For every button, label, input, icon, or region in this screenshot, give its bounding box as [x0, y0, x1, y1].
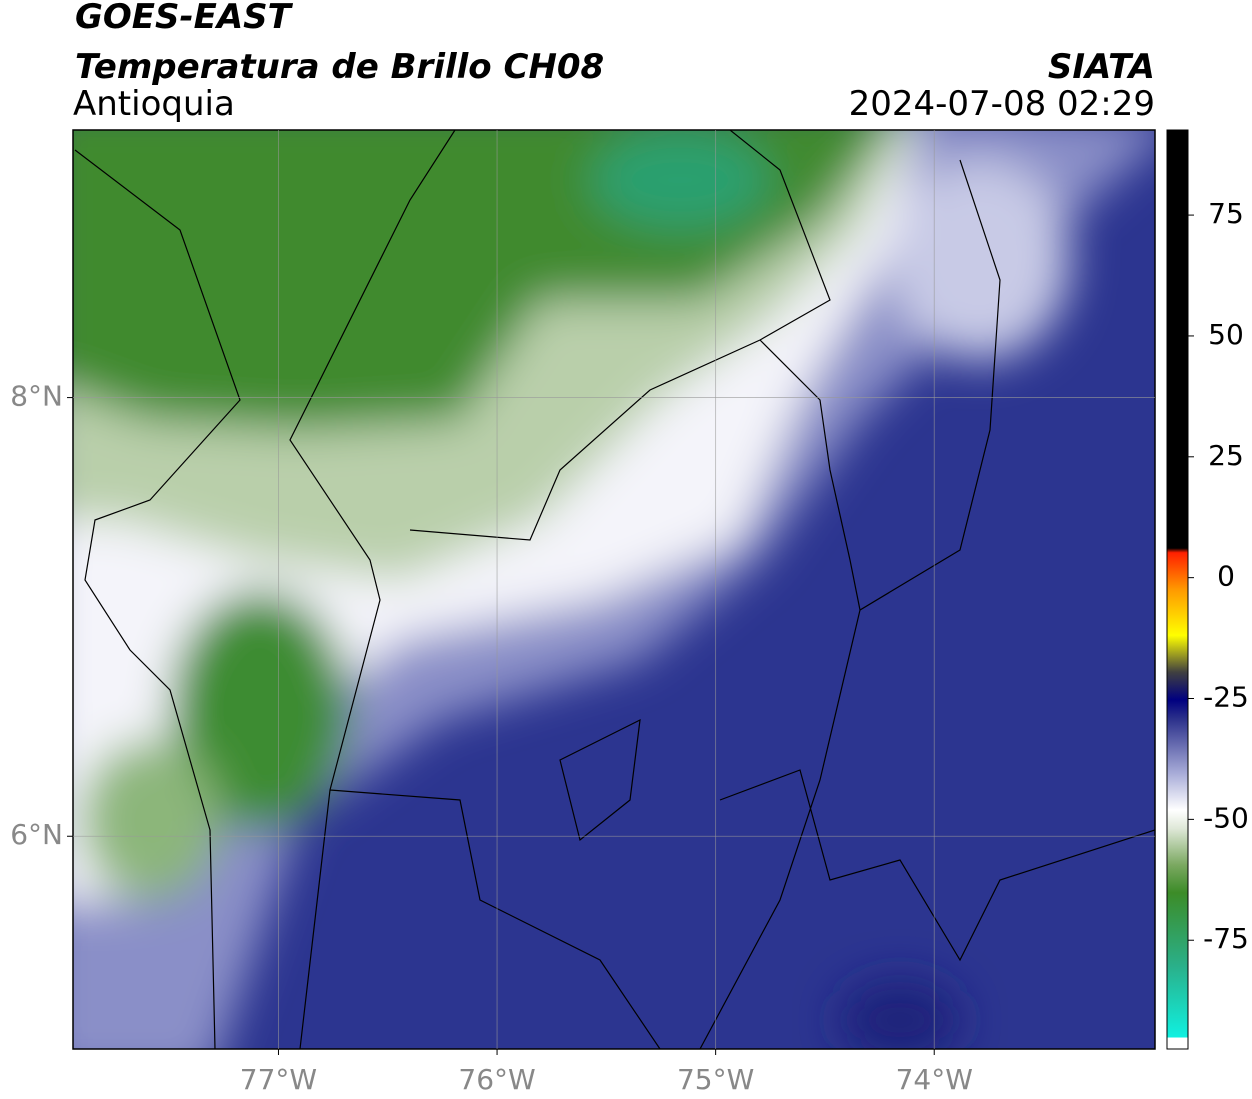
title: GOES-EAST: [75, 0, 294, 37]
subtitle: Temperatura de Brillo CH08: [75, 47, 604, 87]
x-tick-label: 76°W: [458, 1063, 535, 1096]
colorbar-tick-label: 75: [1208, 197, 1244, 230]
x-tick-label: 75°W: [677, 1063, 754, 1096]
colorbar-tick-label: -50: [1203, 801, 1249, 834]
x-tick-label: 77°W: [240, 1063, 317, 1096]
colorbar-tick-label: -75: [1203, 922, 1249, 955]
y-tick-label: 6°N: [10, 818, 63, 851]
region: Antioquia: [73, 84, 235, 124]
colorbar-tick-label: 0: [1217, 560, 1235, 593]
y-tick-label: 8°N: [10, 380, 63, 413]
colorbar-tick-label: 25: [1208, 439, 1244, 472]
source: SIATA: [1048, 47, 1155, 87]
boundaries: [74, 130, 1155, 1049]
map-frame: [72, 129, 1156, 1050]
colorbar-tick-label: -25: [1203, 681, 1249, 714]
colorbar-tick-label: 50: [1208, 318, 1244, 351]
x-tick-label: 74°W: [896, 1063, 973, 1096]
datetime: 2024-07-08 02:29: [849, 84, 1155, 124]
satellite-image: [73, 130, 1155, 1049]
colorbar: [1166, 129, 1189, 1050]
